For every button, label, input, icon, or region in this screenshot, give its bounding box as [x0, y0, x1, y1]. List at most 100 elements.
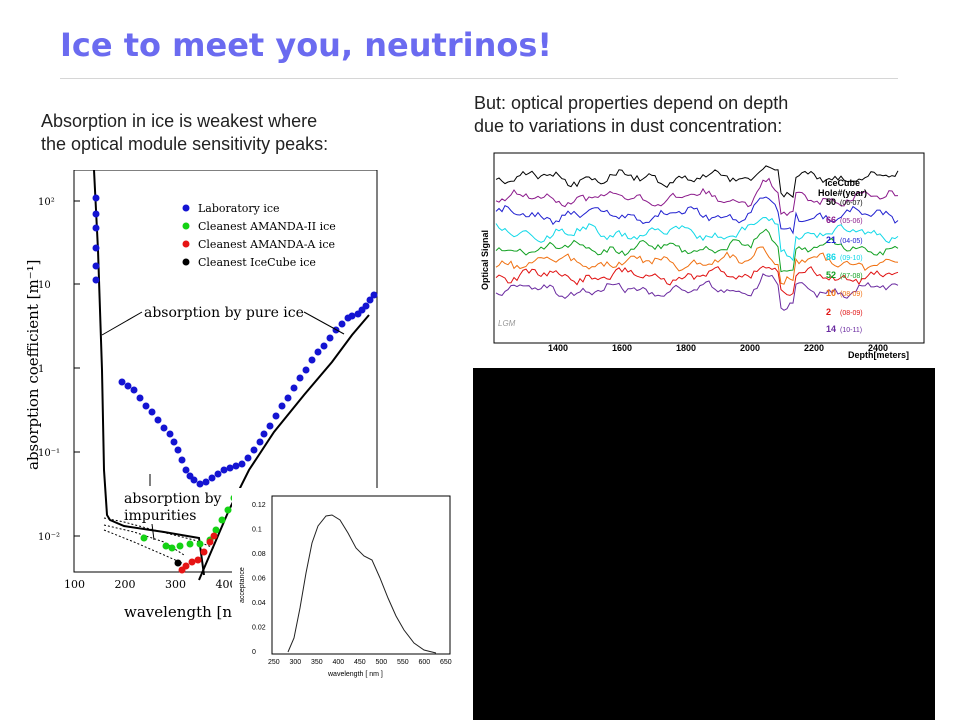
dust-legend-hole: 2 [826, 307, 831, 317]
acceptance-curve [287, 514, 437, 654]
legend-marker [182, 222, 190, 230]
dust-trace-hole-21 [495, 196, 899, 235]
lab-ice-point [338, 320, 346, 328]
dust-x-label: Depth[meters] [848, 350, 909, 360]
amanda-a-point [200, 548, 208, 556]
lab-ice-point [238, 460, 246, 468]
dust-trace-hole-14 [495, 273, 899, 311]
dust-x-tick-label: 1600 [612, 343, 632, 353]
lab-ice-point [256, 438, 264, 446]
amanda-a-point [210, 532, 218, 540]
pure-ice-arrow-left [101, 311, 143, 336]
dust-legend-subtitle: Hole#(year) [818, 188, 867, 198]
acceptance-y-label: acceptance [239, 567, 246, 603]
annotation-pure-ice: absorption by pure ice [144, 305, 304, 321]
lab-ice-point [118, 378, 126, 386]
amanda-ii-point [168, 544, 176, 552]
absorption-x-tick-label: 200 [115, 578, 136, 591]
dust-legend-year: (10-11) [840, 327, 862, 334]
absorption-y-tick-label: 10² [38, 197, 55, 208]
lab-ice-point [92, 276, 100, 284]
acceptance-x-tick-label: 350 [311, 659, 323, 666]
lab-ice-point [166, 430, 174, 438]
dust-trace-hole-2 [495, 265, 899, 296]
dust-legend-year: (08-09) [840, 291, 863, 298]
absorption-legend: Laboratory ice Cleanest AMANDA-II ice Clea… [182, 202, 336, 269]
amanda-a-point [194, 556, 202, 564]
lab-ice-point [370, 291, 378, 299]
lab-ice-point [142, 402, 150, 410]
legend-marker [182, 204, 190, 212]
dust-x-tick-label: 2200 [804, 343, 824, 353]
dust-legend-hole: 10 [826, 288, 836, 298]
annotation-impurities-line-2: impurities [124, 508, 196, 524]
dust-traces [495, 165, 899, 311]
caption-right: But: optical properties depend on depth … [474, 92, 788, 138]
lab-ice-point [182, 466, 190, 474]
dust-legend-title: IceCube [825, 178, 860, 188]
lab-ice-point [296, 374, 304, 382]
lab-ice-point [278, 402, 286, 410]
lab-ice-point [208, 474, 216, 482]
lab-ice-point [226, 464, 234, 472]
lab-ice-point [320, 342, 328, 350]
caption-right-line-1: But: optical properties depend on depth [474, 93, 789, 113]
impurity-curve-1 [103, 517, 215, 549]
dust-x-tick-label: 2400 [868, 343, 888, 353]
dust-x-tick-label: 1400 [548, 343, 568, 353]
dust-legend-hole: 14 [826, 324, 836, 334]
amanda-ii-point [140, 534, 148, 542]
dust-trace-hole-10 [495, 246, 899, 285]
dust-legend-hole: 21 [826, 235, 836, 245]
lab-ice-point [232, 462, 240, 470]
acceptance-x-tick-label: 250 [268, 659, 280, 666]
caption-left: Absorption in ice is weakest where the o… [41, 110, 328, 156]
absorption-x-label: wavelength [nm] [124, 603, 252, 621]
dust-legend-year: (06-07) [840, 200, 863, 207]
acceptance-y-tick-label: 0.1 [252, 527, 262, 534]
absorption-x-tick-label: 100 [64, 578, 85, 591]
lab-ice-point [214, 470, 222, 478]
amanda-a-point [188, 558, 196, 566]
dust-x-ticks: 1400 1600 1800 2000 2200 2400 [548, 343, 888, 353]
dust-x-tick-label: 1800 [676, 343, 696, 353]
lab-ice-point [160, 424, 168, 432]
annotation-impurities-line-1: absorption by [124, 491, 222, 507]
impurity-curve-3 [103, 529, 183, 564]
acceptance-x-tick-label: 600 [419, 659, 431, 666]
lab-ice-point [136, 394, 144, 402]
acceptance-x-tick-label: 650 [440, 659, 452, 666]
acceptance-inset-background [232, 488, 454, 682]
lab-ice-point [124, 382, 132, 390]
absorption-x-tick-label: 300 [165, 578, 186, 591]
lab-ice-point [196, 480, 204, 488]
amanda-ii-point [176, 542, 184, 550]
dust-trace-hole-86 [495, 216, 899, 262]
amanda-a-point [206, 538, 214, 546]
amanda-a-point [182, 562, 190, 570]
dust-legend-hole: 66 [826, 215, 836, 225]
acceptance-inset: 250 300 350 400 450 500 550 600 650 0 0.02 0.04 0.0… [232, 488, 454, 682]
slide-title: Ice to meet you, neutrinos! [60, 26, 552, 64]
lgm-label: LGM [498, 319, 516, 328]
lab-ice-point [290, 384, 298, 392]
lab-ice-point [220, 466, 228, 474]
legend-label: Cleanest AMANDA-II ice [198, 220, 336, 233]
amanda-ii-point [224, 506, 232, 514]
dust-legend-year: (04-05) [840, 238, 863, 245]
acceptance-x-tick-label: 500 [376, 659, 388, 666]
dust-trace-hole-50 [495, 165, 899, 199]
acceptance-x-tick-label: 450 [354, 659, 366, 666]
dust-legend-year: (07-08) [840, 273, 863, 280]
lab-ice-point [92, 210, 100, 218]
lab-ice-point [178, 456, 186, 464]
legend-marker [182, 240, 190, 248]
lab-ice-point [348, 312, 356, 320]
lab-ice-point [154, 416, 162, 424]
acceptance-y-tick-label: 0.02 [252, 625, 266, 632]
caption-left-line-2: the optical module sensitivity peaks: [41, 134, 329, 154]
lab-ice-point [148, 408, 156, 416]
absorption-y-label: absorption coefficient [m⁻¹] [24, 260, 42, 470]
amanda-ii-point [218, 516, 226, 524]
